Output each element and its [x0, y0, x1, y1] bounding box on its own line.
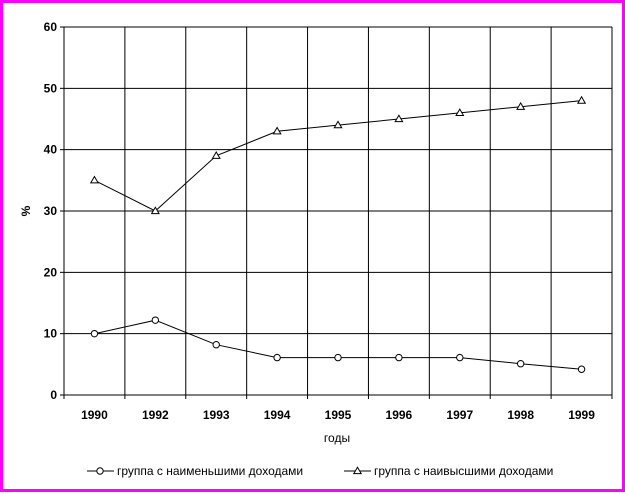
line-chart: 0 10 20 30 40 50 60 1990 1992 1993 1994 1995 1996 199…: [19, 20, 613, 478]
x-tick-label: 1992: [142, 408, 169, 422]
data-point-circle: [151, 316, 160, 324]
x-tick-label: 1994: [264, 408, 291, 422]
x-tick-label: 1997: [446, 408, 473, 422]
data-point-circle: [334, 353, 342, 362]
x-tick-label: 1993: [203, 408, 230, 422]
x-tick-label: 1998: [507, 408, 534, 422]
x-tick-label: 1996: [386, 408, 413, 422]
data-point-circle: [456, 353, 464, 362]
data-point-triangle: [150, 206, 160, 215]
x-tick-label: 1990: [81, 408, 108, 422]
y-tick-label: 40: [44, 143, 58, 157]
y-tick-label: 20: [44, 265, 58, 279]
data-point-circle: [273, 353, 281, 362]
x-axis-title: годы: [324, 431, 350, 445]
series-line-2: [94, 100, 582, 212]
legend-label-low: группа с наименьшими доходами: [117, 464, 303, 478]
data-point-circle: [577, 365, 586, 373]
x-tick-label: 1995: [325, 408, 352, 422]
data-point-triangle: [394, 114, 404, 123]
data-point-triangle: [211, 151, 221, 159]
x-tick-label: 1999: [568, 408, 595, 422]
y-tick-label: 10: [44, 327, 58, 341]
legend-marker-triangle: [352, 466, 363, 475]
data-point-circle: [212, 341, 220, 349]
y-tick-label: 0: [50, 388, 57, 402]
series-line-1: [94, 319, 582, 370]
data-point-circle: [90, 329, 99, 338]
data-point-triangle: [455, 108, 465, 116]
series: [89, 95, 587, 373]
data-point-circle: [516, 360, 525, 368]
data-point-triangle: [89, 175, 100, 184]
axes: [60, 26, 613, 399]
data-point-triangle: [576, 95, 587, 104]
y-tick-label: 30: [44, 204, 58, 218]
legend: группа с наименьшими доходами группа с н…: [87, 464, 553, 478]
tick-labels: 0 10 20 30 40 50 60 1990 1992 1993 1994 1995 1996 199…: [44, 20, 596, 422]
legend-label-high: группа с наивысшими доходами: [374, 464, 553, 478]
data-point-circle: [395, 353, 403, 362]
grid: [64, 26, 613, 395]
y-tick-label: 50: [44, 81, 58, 95]
legend-item-low-income: группа с наименьшими доходами: [87, 464, 303, 478]
legend-item-high-income: группа с наивысшими доходами: [344, 464, 553, 478]
y-tick-label: 60: [44, 20, 58, 34]
y-axis-title: %: [19, 205, 33, 216]
legend-marker-circle: [96, 467, 104, 475]
data-point-triangle: [272, 126, 282, 135]
data-point-triangle: [516, 101, 526, 110]
data-point-triangle: [333, 120, 343, 129]
